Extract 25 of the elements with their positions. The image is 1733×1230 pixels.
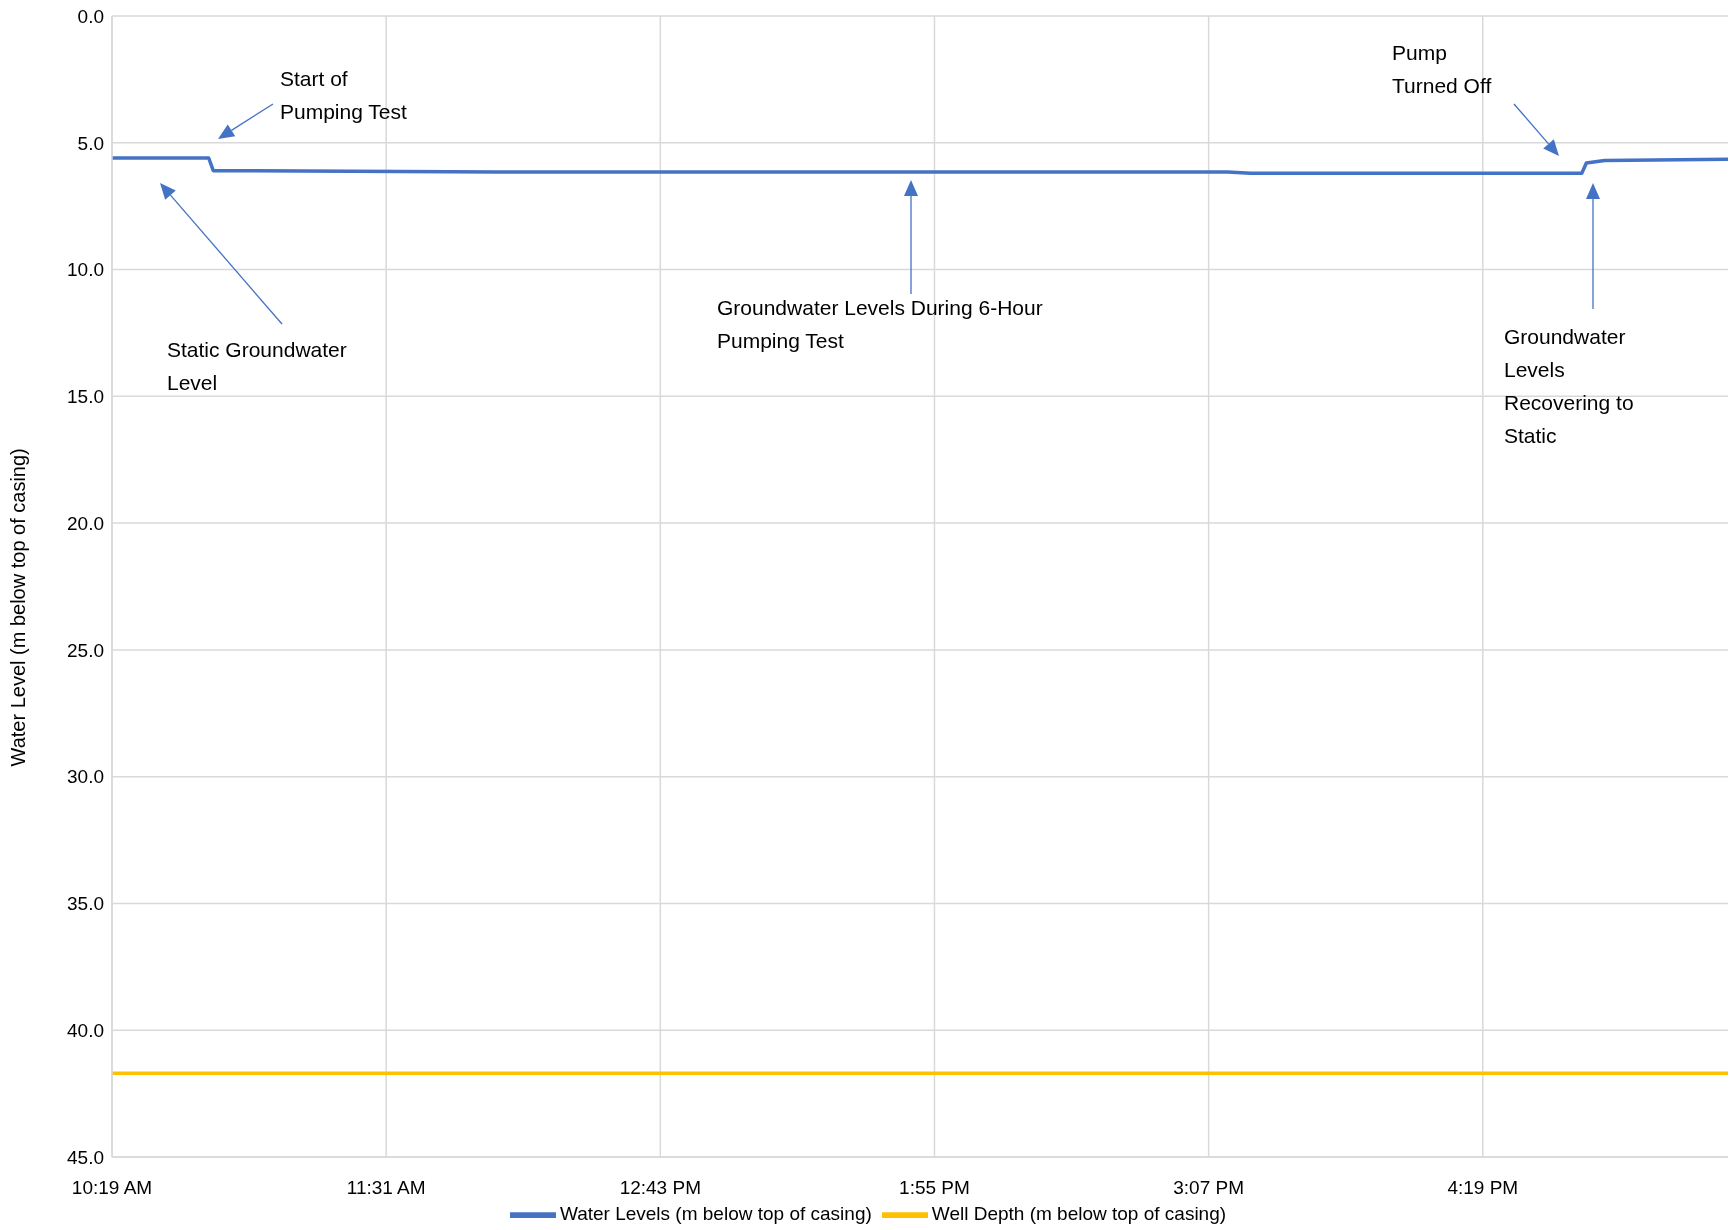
y-tick-label: 10.0 (67, 259, 104, 281)
x-tick-label: 12:43 PM (619, 1177, 701, 1199)
y-tick-label: 40.0 (67, 1019, 104, 1041)
y-tick-label: 25.0 (67, 639, 104, 661)
annotation: Groundwater Levels Recovering to Static (1504, 324, 1635, 449)
y-tick-label: 30.0 (67, 766, 104, 788)
x-tick-label: 1:55 PM (899, 1177, 970, 1199)
annotation: Start of Pumping Test (280, 66, 408, 125)
x-tick-label: 11:31 AM (346, 1177, 426, 1199)
y-tick-label: 5.0 (77, 132, 104, 154)
y-tick-label: 20.0 (67, 512, 104, 534)
annotation: Static Groundwater Level (167, 337, 348, 396)
annotation: Pump Turned Off (1392, 40, 1493, 99)
annotation: Groundwater Levels During 6-Hour Pumping Test (717, 295, 1044, 354)
y-tick-label: 0.0 (77, 5, 104, 27)
y-tick-label: 35.0 (67, 893, 104, 915)
line-series (112, 156, 1728, 175)
y-tick-label: 45.0 (67, 1146, 104, 1168)
y-axis-title: Water Level (m below top of casing) (7, 448, 30, 767)
legend-label: Water Levels (m below top of casing) (559, 1203, 872, 1225)
x-tick-label: 4:19 PM (1447, 1177, 1519, 1199)
x-tick-label: 3:07 PM (1173, 1177, 1245, 1199)
y-tick-label: 15.0 (67, 386, 104, 408)
x-tick-label: 10:19 AM (71, 1177, 153, 1199)
legend-label: Well Depth (m below top of casing) (931, 1203, 1227, 1225)
